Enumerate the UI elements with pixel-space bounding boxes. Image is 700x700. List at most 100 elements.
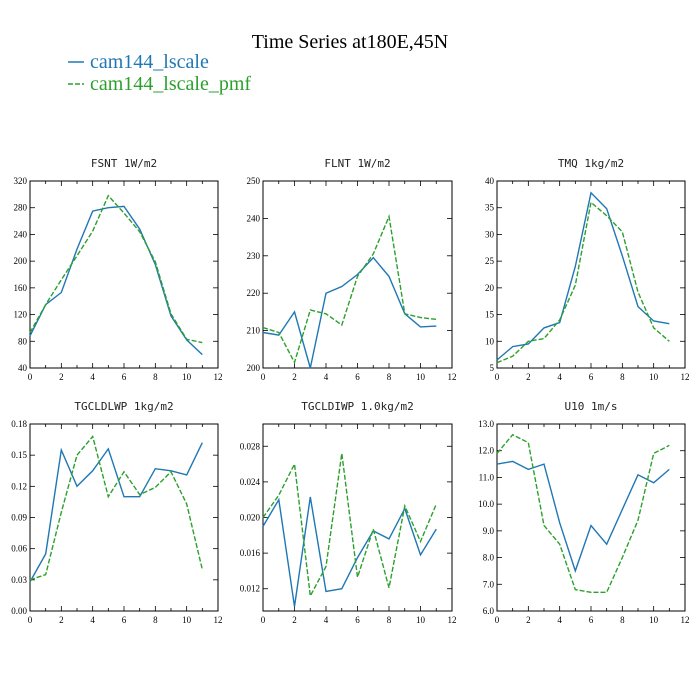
y-tick-label: 0.18 [11, 419, 27, 429]
y-tick-label: 0.024 [240, 477, 261, 487]
y-tick-label: 35 [485, 203, 495, 213]
y-tick-label: 11.0 [479, 472, 495, 482]
panel-title: TGCLDLWP 1kg/m2 [74, 400, 173, 413]
y-tick-label: 240 [247, 213, 261, 223]
y-tick-label: 0.00 [11, 606, 27, 616]
y-tick-label: 10 [485, 336, 495, 346]
x-tick-label: 12 [681, 372, 690, 382]
y-tick-label: 200 [247, 363, 261, 373]
panel-title: TGCLDIWP 1.0kg/m2 [301, 400, 414, 413]
x-tick-label: 6 [355, 615, 360, 625]
y-tick-label: 8.0 [483, 553, 495, 563]
x-tick-label: 4 [90, 615, 95, 625]
y-tick-label: 0.020 [240, 513, 261, 523]
x-tick-label: 0 [261, 615, 266, 625]
x-tick-label: 10 [416, 615, 426, 625]
series-line-cam144-lscale-pmf [29, 194, 203, 344]
plot-frame [29, 180, 219, 369]
x-tick-label: 10 [649, 372, 659, 382]
y-tick-label: 25 [485, 256, 495, 266]
y-tick-label: 0.012 [240, 584, 260, 594]
y-tick-label: 7.0 [483, 579, 495, 589]
x-tick-label: 2 [59, 615, 64, 625]
x-tick-label: 8 [153, 372, 158, 382]
x-tick-label: 12 [214, 615, 223, 625]
chart-panels: FSNT 1W/m20 2 4 6 8 10 12408012016020024028032… [11, 157, 689, 625]
y-tick-label: 0.03 [11, 575, 27, 585]
x-tick-label: 6 [355, 372, 360, 382]
x-tick-label: 2 [526, 372, 531, 382]
x-tick-label: 10 [416, 372, 426, 382]
x-tick-label: 10 [182, 615, 192, 625]
x-tick-label: 12 [448, 372, 457, 382]
y-tick-label: 280 [14, 203, 28, 213]
y-tick-label: 320 [14, 176, 28, 186]
x-tick-label: 0 [261, 372, 266, 382]
series-line-cam144-lscale-pmf [496, 433, 670, 593]
y-tick-label: 160 [14, 283, 28, 293]
x-tick-label: 8 [153, 615, 158, 625]
panel-fsnt: FSNT 1W/m2 0 2 4 6 8 10 12 40 80 120 160 200 240 280 32… [14, 157, 223, 382]
x-tick-label: 10 [182, 372, 192, 382]
panel-title: TMQ 1kg/m2 [558, 157, 624, 170]
y-tick-label: 9.0 [483, 526, 495, 536]
x-tick-label: 4 [557, 615, 562, 625]
x-tick-label: 6 [589, 615, 594, 625]
x-tick-label: 8 [387, 372, 392, 382]
legend-label-cam144-lscale: cam144_lscale [90, 51, 209, 73]
y-tick-label: 6.0 [483, 606, 495, 616]
x-tick-label: 8 [620, 615, 625, 625]
y-tick-label: 0.15 [11, 450, 27, 460]
series-line-cam144-lscale [496, 460, 670, 574]
y-tick-label: 0.06 [11, 544, 27, 554]
x-tick-label: 12 [214, 372, 223, 382]
y-tick-label: 40 [485, 176, 495, 186]
y-tick-label: 120 [14, 310, 28, 320]
y-tick-label: 250 [247, 176, 261, 186]
series-line-cam144-lscale-pmf [262, 213, 437, 365]
y-tick-label: 10.0 [478, 499, 494, 509]
x-tick-label: 4 [324, 615, 329, 625]
x-tick-label: 4 [90, 372, 95, 382]
y-tick-label: 0.12 [11, 481, 27, 491]
y-tick-label: 40 [18, 363, 28, 373]
x-tick-label: 8 [387, 615, 392, 625]
panel-tgcldlwp: TGCLDLWP 1kg/m2 0 2 4 6 8 10 12 0.00 0.03 0.06 0.09… [11, 400, 222, 625]
y-tick-label: 5 [490, 363, 495, 373]
y-tick-label: 30 [485, 229, 495, 239]
x-tick-label: 10 [649, 615, 659, 625]
x-tick-label: 2 [292, 372, 297, 382]
y-tick-label: 13.0 [478, 419, 494, 429]
y-tick-label: 210 [247, 326, 261, 336]
y-tick-label: 12.0 [478, 446, 494, 456]
series-line-cam144-lscale [262, 256, 437, 369]
x-tick-label: 0 [28, 372, 33, 382]
x-tick-label: 8 [620, 372, 625, 382]
x-tick-label: 2 [526, 615, 531, 625]
x-tick-label: 0 [495, 615, 500, 625]
series-line-cam144-lscale [29, 442, 203, 583]
y-tick-label: 200 [14, 256, 28, 266]
x-tick-label: 2 [292, 615, 297, 625]
y-tick-label: 15 [485, 310, 495, 320]
x-tick-label: 0 [495, 372, 500, 382]
panel-tgcldiwp: TGCLDIWP 1.0kg/m2 0 2 4 6 8 10 12 0.012 0.016 0.02… [240, 400, 457, 625]
panel-title: U10 1m/s [565, 400, 618, 413]
panel-tmq: TMQ 1kg/m2 0 2 4 6 8 10 12 5 10 15 20 25 30 35 40 [485, 157, 690, 382]
x-tick-label: 4 [557, 372, 562, 382]
x-tick-label: 6 [122, 372, 127, 382]
y-tick-label: 0.028 [240, 441, 261, 451]
series-line-cam144-lscale [29, 205, 203, 356]
x-tick-label: 4 [324, 372, 329, 382]
series-line-cam144-lscale [262, 496, 437, 607]
x-tick-label: 6 [589, 372, 594, 382]
x-tick-label: 12 [448, 615, 457, 625]
y-tick-label: 20 [485, 283, 495, 293]
series-line-cam144-lscale-pmf [29, 435, 203, 581]
panel-u10: U10 1m/s 0 2 4 6 8 10 12 6.0 7.0 8.0 9.0 10.0 11.0 12.… [478, 400, 689, 625]
x-tick-label: 2 [59, 372, 64, 382]
y-tick-label: 230 [247, 251, 261, 261]
panel-title: FLNT 1W/m2 [324, 157, 390, 170]
legend: cam144_lscale cam144_lscale_pmf [68, 51, 251, 95]
